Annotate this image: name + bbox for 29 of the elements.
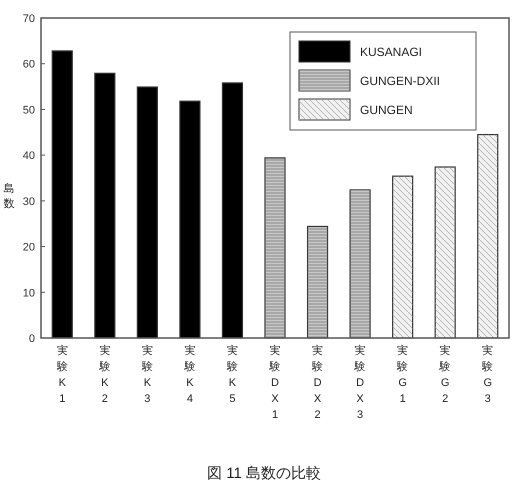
x-tick-label: 実験K4 xyxy=(183,344,196,405)
bar xyxy=(94,72,116,339)
x-tick-label: 実験DX3 xyxy=(354,344,366,421)
x-tick-label: 実験DX1 xyxy=(268,344,280,421)
legend-label: GUNGEN-DXII xyxy=(360,74,440,88)
caption: 図 11 島数の比較 xyxy=(207,465,321,482)
y-tick-label: 30 xyxy=(22,196,35,208)
bar xyxy=(52,50,73,339)
y-tick-label: 50 xyxy=(22,104,35,116)
y-tick-label: 40 xyxy=(22,150,35,162)
x-tick-label: 実験DX2 xyxy=(311,344,324,421)
legend-label: KUSANAGI xyxy=(360,45,422,59)
x-tick-label: 実験K1 xyxy=(56,344,68,405)
x-tick-label: 実験K3 xyxy=(140,344,153,405)
y-tick-label: 20 xyxy=(22,242,35,254)
y-tick-label: 70 xyxy=(22,13,35,25)
x-tick-label: 実験G3 xyxy=(481,344,494,405)
x-tick-label: 実験G2 xyxy=(438,344,451,405)
x-tick-label: 実験K5 xyxy=(226,344,238,405)
bar xyxy=(222,82,244,339)
bar xyxy=(179,100,201,339)
y-tick-label: 0 xyxy=(28,333,35,345)
bar xyxy=(136,86,158,339)
y-tick-label: 10 xyxy=(22,287,35,300)
legend-label: GUNGEN xyxy=(360,103,413,117)
y-tick-label: 60 xyxy=(22,58,35,71)
y-axis-title: 島数 xyxy=(4,182,14,210)
x-tick-label: 実験K2 xyxy=(98,344,110,405)
x-tick-label: 実験G1 xyxy=(396,344,408,405)
